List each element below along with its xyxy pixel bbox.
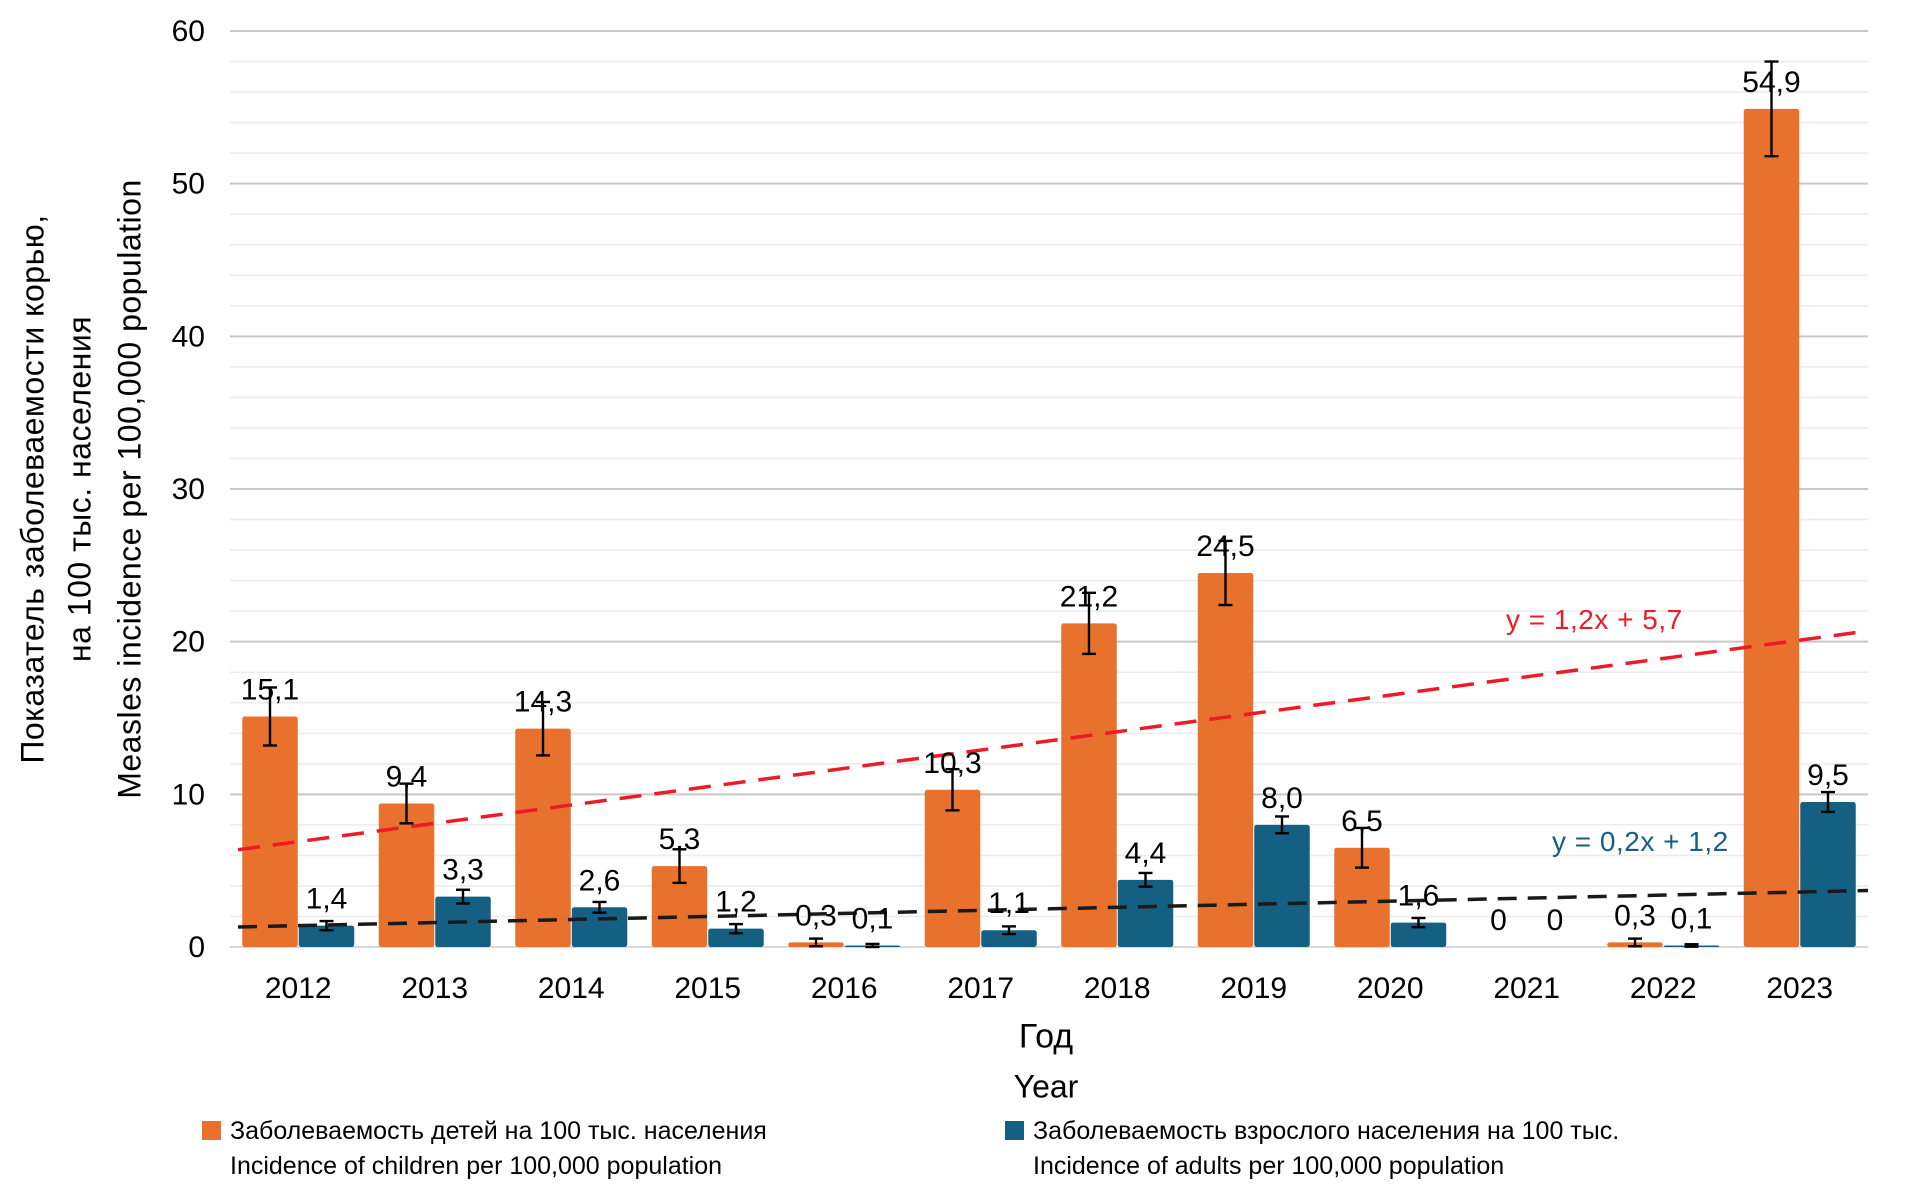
data-label-adults-2022: 0,1 bbox=[1671, 902, 1713, 935]
y-tick-label: 60 bbox=[172, 15, 205, 48]
x-tick-label: 2020 bbox=[1357, 972, 1424, 1005]
data-label-adults-2017: 1,1 bbox=[988, 887, 1030, 920]
legend-item-adults: Заболеваемость взрослого населения на 10… bbox=[1005, 1114, 1619, 1184]
y-tick-labels: 0 10 20 30 40 50 60 bbox=[172, 15, 205, 964]
bar-children-2012 bbox=[242, 716, 298, 947]
data-label-adults-2021: 0 bbox=[1547, 904, 1564, 937]
y-tick-label: 50 bbox=[172, 168, 205, 201]
y-tick-label: 30 bbox=[172, 473, 205, 506]
data-label-adults-2018: 4,4 bbox=[1125, 837, 1167, 870]
x-tick-label: 2017 bbox=[947, 972, 1014, 1005]
legend-label-children-ru: Заболеваемость детей на 100 тыс. населен… bbox=[230, 1117, 767, 1145]
y-axis-title-ru-line1: Показатель заболеваемости корью, bbox=[14, 214, 51, 764]
bar-children-2014 bbox=[515, 728, 571, 947]
data-label-children-2012: 15,1 bbox=[241, 673, 299, 706]
data-label-children-2021: 0 bbox=[1490, 904, 1507, 937]
data-label-children-2014: 14,3 bbox=[514, 686, 572, 719]
data-label-children-2013: 9,4 bbox=[386, 760, 428, 793]
x-tick-label: 2014 bbox=[538, 972, 605, 1005]
bar-children-2019 bbox=[1197, 572, 1254, 947]
bar-children-2017 bbox=[924, 789, 981, 947]
bar-adults-2019 bbox=[1254, 824, 1310, 947]
data-label-adults-2013: 3,3 bbox=[442, 854, 484, 887]
x-tick-label: 2021 bbox=[1493, 972, 1560, 1005]
bar-children-2023 bbox=[1743, 108, 1800, 948]
bar-children-2020 bbox=[1334, 847, 1390, 947]
gridlines bbox=[230, 30, 1868, 948]
children-series-swatch bbox=[202, 1121, 221, 1140]
data-label-children-2022: 0,3 bbox=[1614, 899, 1656, 932]
data-label-adults-2019: 8,0 bbox=[1261, 782, 1303, 815]
x-tick-label: 2022 bbox=[1630, 972, 1697, 1005]
y-axis-title-ru-line2: на 100 тыс. населения bbox=[61, 315, 98, 663]
y-axis-title-en: Measles incidence per 100,000 population bbox=[111, 179, 148, 799]
trendline-adults bbox=[237, 888, 1869, 929]
bar-children-2018 bbox=[1061, 623, 1117, 947]
bar-adults-2018 bbox=[1117, 879, 1174, 947]
legend-label-adults-en: Incidence of adults per 100,000 populati… bbox=[1033, 1152, 1505, 1180]
trendlines bbox=[237, 629, 1869, 929]
bar-adults-2015 bbox=[708, 928, 764, 947]
bar-children-2013 bbox=[378, 803, 435, 947]
data-label-children-2019: 24,5 bbox=[1196, 530, 1254, 563]
y-tick-label: 40 bbox=[172, 320, 205, 353]
x-tick-label: 2015 bbox=[674, 972, 741, 1005]
bar-adults-2012 bbox=[298, 925, 355, 947]
adults-series-swatch bbox=[1005, 1121, 1024, 1140]
x-tick-label: 2018 bbox=[1084, 972, 1151, 1005]
data-label-adults-2014: 2,6 bbox=[579, 864, 621, 897]
data-label-children-2018: 21,2 bbox=[1060, 580, 1118, 613]
data-label-adults-2015: 1,2 bbox=[715, 886, 757, 919]
bar-adults-2017 bbox=[981, 930, 1037, 947]
y-tick-label: 20 bbox=[172, 626, 205, 659]
x-tick-label: 2013 bbox=[401, 972, 468, 1005]
x-tick-labels: 2012 2013 2014 2015 2016 2017 2018 2019 2020 2021… bbox=[265, 972, 1833, 1005]
trendline-children bbox=[237, 629, 1869, 852]
legend-label-children-en: Incidence of children per 100,000 popula… bbox=[230, 1152, 723, 1180]
trendline-equation-adults: y = 0,2x + 1,2 bbox=[1552, 826, 1729, 857]
trendline-equation-children: y = 1,2x + 5,7 bbox=[1506, 604, 1683, 635]
bar-adults-2023 bbox=[1800, 801, 1856, 947]
data-label-children-2023: 54,9 bbox=[1742, 66, 1800, 99]
data-label-adults-2012: 1,4 bbox=[306, 883, 348, 916]
x-tick-label: 2016 bbox=[811, 972, 878, 1005]
bar-adults-2020 bbox=[1390, 922, 1447, 947]
data-labels: 15,1 9,4 14,3 5,3 0,3 10,3 21,2 24,5 6,5 0 0,3 54,9… bbox=[241, 66, 1849, 937]
data-label-adults-2023: 9,5 bbox=[1807, 759, 1849, 792]
error-bars bbox=[263, 60, 1835, 949]
data-label-children-2017: 10,3 bbox=[923, 747, 981, 780]
x-axis-title-ru: Год bbox=[1018, 1017, 1074, 1056]
data-label-adults-2020: 1,6 bbox=[1398, 880, 1440, 913]
bars bbox=[242, 108, 1856, 948]
y-tick-label: 0 bbox=[188, 931, 205, 964]
legend-item-children: Заболеваемость детей на 100 тыс. населен… bbox=[202, 1114, 767, 1184]
x-tick-label: 2023 bbox=[1766, 972, 1833, 1005]
legend-label-adults-ru: Заболеваемость взрослого населения на 10… bbox=[1033, 1117, 1620, 1145]
data-label-children-2020: 6,5 bbox=[1341, 805, 1383, 838]
data-label-children-2016: 0,3 bbox=[795, 899, 837, 932]
bar-children-2015 bbox=[651, 866, 708, 947]
x-tick-label: 2019 bbox=[1220, 972, 1287, 1005]
x-tick-label: 2012 bbox=[265, 972, 332, 1005]
data-label-children-2015: 5,3 bbox=[659, 823, 701, 856]
data-label-adults-2016: 0,1 bbox=[852, 902, 894, 935]
x-axis-title-en: Year bbox=[1013, 1068, 1079, 1105]
y-tick-label: 10 bbox=[172, 778, 205, 811]
